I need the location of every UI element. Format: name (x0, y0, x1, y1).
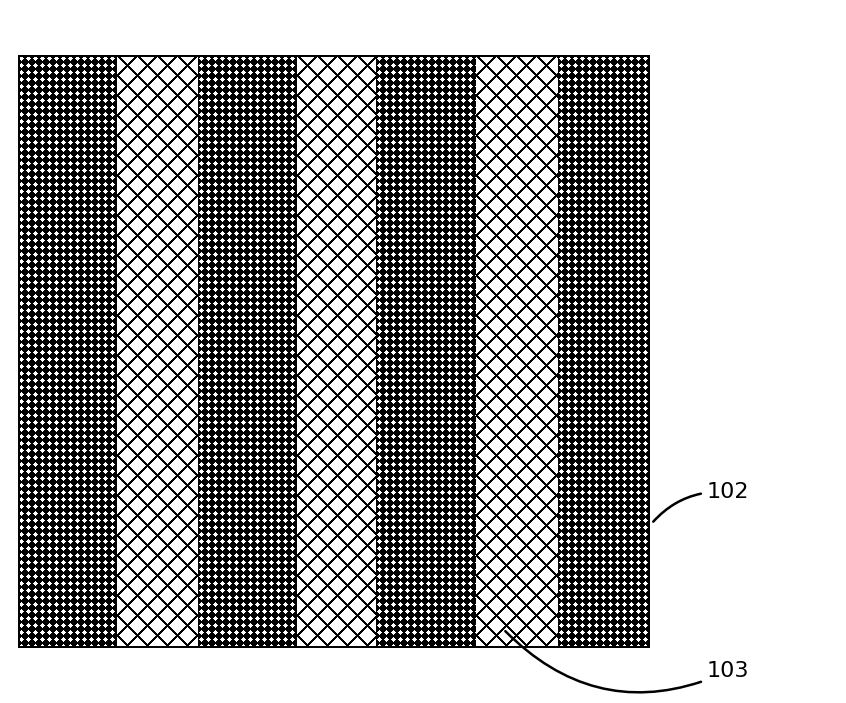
Text: 102: 102 (653, 482, 749, 522)
Text: 103: 103 (505, 631, 749, 692)
